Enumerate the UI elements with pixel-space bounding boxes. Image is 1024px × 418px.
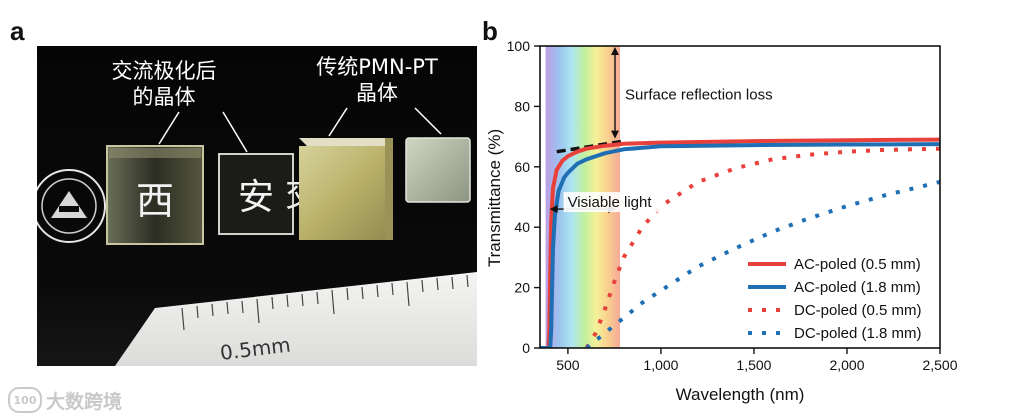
traditional-crystal-small <box>405 137 471 203</box>
visible-arrowhead-left <box>549 205 558 214</box>
panel-label-a: a <box>10 16 25 46</box>
watermark-text: 大数跨境 <box>46 390 123 413</box>
annotation-reflection-loss: Surface reflection loss <box>625 86 773 103</box>
behind-char-1: 西 <box>136 179 174 223</box>
legend-label-4: DC-poled (1.8 mm) <box>794 325 922 342</box>
panel-label-b: b <box>482 16 498 46</box>
y-tick-label: 80 <box>514 98 530 114</box>
ac-crystal-thick: 西 <box>106 145 204 245</box>
xlabel: Wavelength (nm) <box>676 385 805 404</box>
legend-label-1: AC-poled (0.5 mm) <box>794 256 921 273</box>
x-tick-label: 2,000 <box>829 357 864 373</box>
pointer-line <box>328 107 348 137</box>
series-line-1 <box>540 137 940 348</box>
transmittance-chart: 500 1,000 1,500 2,000 2,500 0 20 40 60 80 100 Surf… <box>485 38 958 404</box>
legend-label-2: AC-poled (1.8 mm) <box>794 279 921 296</box>
y-tick-label: 0 <box>522 340 530 356</box>
reflection-arrowhead-top <box>611 47 619 55</box>
y-tick-label: 20 <box>514 280 530 296</box>
y-tick-label: 40 <box>514 219 530 235</box>
pointer-line <box>158 111 180 145</box>
label-traditional-line1: 传统PMN-PT <box>316 55 438 79</box>
label-ac-poled-line1: 交流极化后 <box>112 59 217 83</box>
x-tick-label: 2,500 <box>922 357 957 373</box>
y-tick-label: 100 <box>507 38 531 54</box>
series-line-3 <box>584 146 940 348</box>
x-tick-label: 500 <box>556 357 580 373</box>
ac-crystal-thin: 安 <box>218 153 294 235</box>
annotation-visible-light: Visiable light <box>568 194 653 211</box>
series-line-4 <box>585 179 940 348</box>
pointer-line <box>222 111 248 153</box>
x-tick-label: 1,500 <box>736 357 771 373</box>
legend-label-3: DC-poled (0.5 mm) <box>794 302 922 319</box>
plot-frame <box>539 45 941 349</box>
y-tick-label: 60 <box>514 159 530 175</box>
visible-label-bg <box>563 192 664 213</box>
watermark: 100 大数跨境 <box>8 387 122 413</box>
x-tick-label: 1,000 <box>643 357 678 373</box>
reflection-arrowhead-bottom <box>611 130 619 139</box>
watermark-logo-icon: 100 <box>8 387 42 413</box>
label-traditional-line2: 晶体 <box>356 81 398 105</box>
traditional-crystal-large <box>299 138 393 240</box>
pointer-line <box>414 107 442 135</box>
ylabel: Transmittance (%) <box>485 129 504 267</box>
crystal-photo: 西 安 交 交流极化后 的晶体 传统PMN-PT 晶体 <box>37 46 477 366</box>
ruler: 0.5mm <box>115 272 477 366</box>
label-ac-poled-line2: 的晶体 <box>133 85 196 109</box>
series-line-2 <box>540 142 940 348</box>
behind-char-2: 安 <box>238 177 274 218</box>
